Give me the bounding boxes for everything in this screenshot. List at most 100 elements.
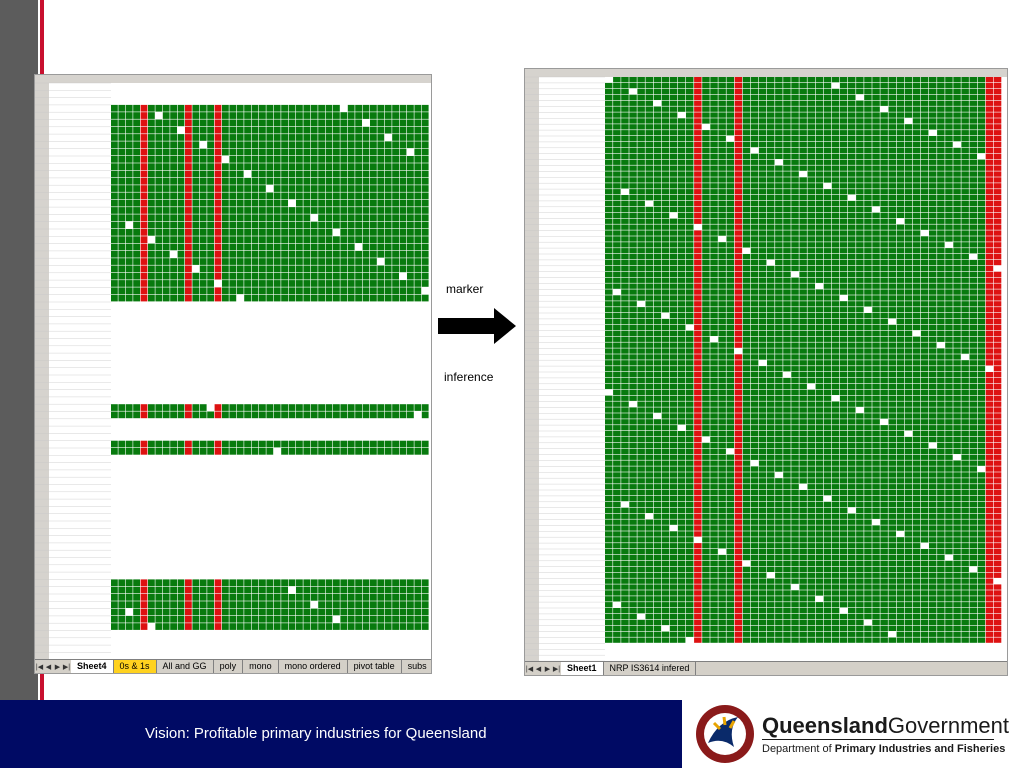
grid-cell <box>170 433 177 441</box>
grid-cell <box>333 338 340 346</box>
row-label-cell <box>49 112 111 119</box>
grid-cell <box>170 177 177 185</box>
grid-cell <box>310 601 318 608</box>
grid-cell <box>185 652 192 660</box>
grid-cell <box>266 469 274 477</box>
grid-cell <box>384 550 392 557</box>
grid-cell <box>273 404 281 411</box>
grid-cell <box>273 542 281 550</box>
sheet-tab-mono-ordered[interactable]: mono ordered <box>279 660 348 673</box>
grid-cell <box>815 230 824 236</box>
grid-cell <box>222 382 229 389</box>
column-header-row <box>35 75 431 83</box>
grid-cell <box>407 199 414 207</box>
grid-cell <box>355 557 362 565</box>
grid-cell <box>155 594 163 601</box>
grid-cell <box>236 83 244 90</box>
sheet-tab-all-gg[interactable]: All and GG <box>157 660 214 673</box>
sheet-tab-0s-1s[interactable]: 0s & 1s <box>113 660 157 673</box>
sheet-tab-subs[interactable]: subs <box>402 660 431 673</box>
grid-cell <box>111 528 118 535</box>
grid-cell <box>392 594 399 601</box>
grid-cell <box>199 608 207 616</box>
grid-cell <box>296 455 303 462</box>
grid-cell <box>880 200 888 207</box>
grid-cell <box>185 528 192 535</box>
grid-cell <box>281 608 288 616</box>
sheet-tab-sheet4[interactable]: Sheet4 <box>71 660 114 673</box>
grid-cell <box>140 645 148 652</box>
grid-cell <box>296 199 303 207</box>
grid-cell <box>266 389 274 397</box>
grid-cell <box>162 521 170 528</box>
grid-cell <box>229 221 237 229</box>
grid-cell <box>125 199 133 207</box>
row-label-cell <box>49 104 111 112</box>
grid-cell <box>325 396 333 404</box>
grid-cell <box>281 572 288 579</box>
row-label-cell <box>49 192 111 200</box>
grid-cell <box>347 375 355 382</box>
sheet-tab-pivot-table[interactable]: pivot table <box>348 660 402 673</box>
grid-cell <box>686 200 694 207</box>
grid-cell <box>125 316 133 324</box>
grid-cell <box>718 112 726 118</box>
grid-cell <box>303 104 311 112</box>
sheet-nav-first-icon[interactable]: |◀ <box>35 664 44 671</box>
grid-cell <box>362 433 370 441</box>
grid-cell <box>399 499 407 506</box>
sheet-tab-poly[interactable]: poly <box>214 660 244 673</box>
grid-cell <box>758 124 767 130</box>
grid-cell <box>118 250 126 258</box>
grid-cell <box>118 426 126 433</box>
grid-cell <box>162 90 170 97</box>
grid-cell <box>229 455 237 462</box>
grid-cell <box>236 148 244 156</box>
grid-cell <box>377 491 385 499</box>
sheet-nav-last-icon[interactable]: ▶| <box>62 664 71 671</box>
grid-cell <box>896 82 905 89</box>
grid-cell <box>347 345 355 353</box>
grid-cell <box>823 200 832 207</box>
grid-cell <box>637 118 645 124</box>
grid-cell <box>767 159 775 165</box>
grid-cell <box>273 433 281 441</box>
sheet-tab-mono[interactable]: mono <box>243 660 279 673</box>
grid-cell <box>355 521 362 528</box>
grid-cell <box>831 124 840 130</box>
grid-cell <box>162 426 170 433</box>
grid-cell <box>613 224 621 230</box>
grid-cell <box>815 171 824 177</box>
grid-cell <box>985 88 994 95</box>
grid-cell <box>236 462 244 470</box>
grid-cell <box>192 550 200 557</box>
grid-cell <box>310 90 318 97</box>
grid-cell <box>111 112 118 119</box>
grid-cell <box>251 615 259 623</box>
grid-cell <box>421 382 429 389</box>
grid-cell <box>273 302 281 309</box>
grid-cell <box>318 630 325 638</box>
grid-cell <box>140 404 148 411</box>
grid-cell <box>414 323 422 331</box>
grid-cell <box>214 338 222 346</box>
grid-cell <box>229 484 237 492</box>
grid-cell <box>229 426 237 433</box>
grid-cell <box>244 579 251 587</box>
grid-cell <box>259 119 266 127</box>
grid-cell <box>207 192 214 200</box>
grid-cell <box>718 118 726 124</box>
sheet-nav-next-icon[interactable]: ▶ <box>54 664 61 671</box>
grid-cell <box>266 250 274 258</box>
grid-cell <box>244 426 251 433</box>
grid-cell <box>953 147 961 154</box>
grid-cell <box>148 623 155 630</box>
grid-cell <box>296 272 303 280</box>
sheet-nav-prev-icon[interactable]: ◀ <box>45 664 52 671</box>
grid-cell <box>229 389 237 397</box>
grid-cell <box>266 316 274 324</box>
grid-cell <box>125 513 133 521</box>
grid-cell <box>347 477 355 484</box>
grid-cell <box>333 367 340 375</box>
grid-cell <box>362 338 370 346</box>
